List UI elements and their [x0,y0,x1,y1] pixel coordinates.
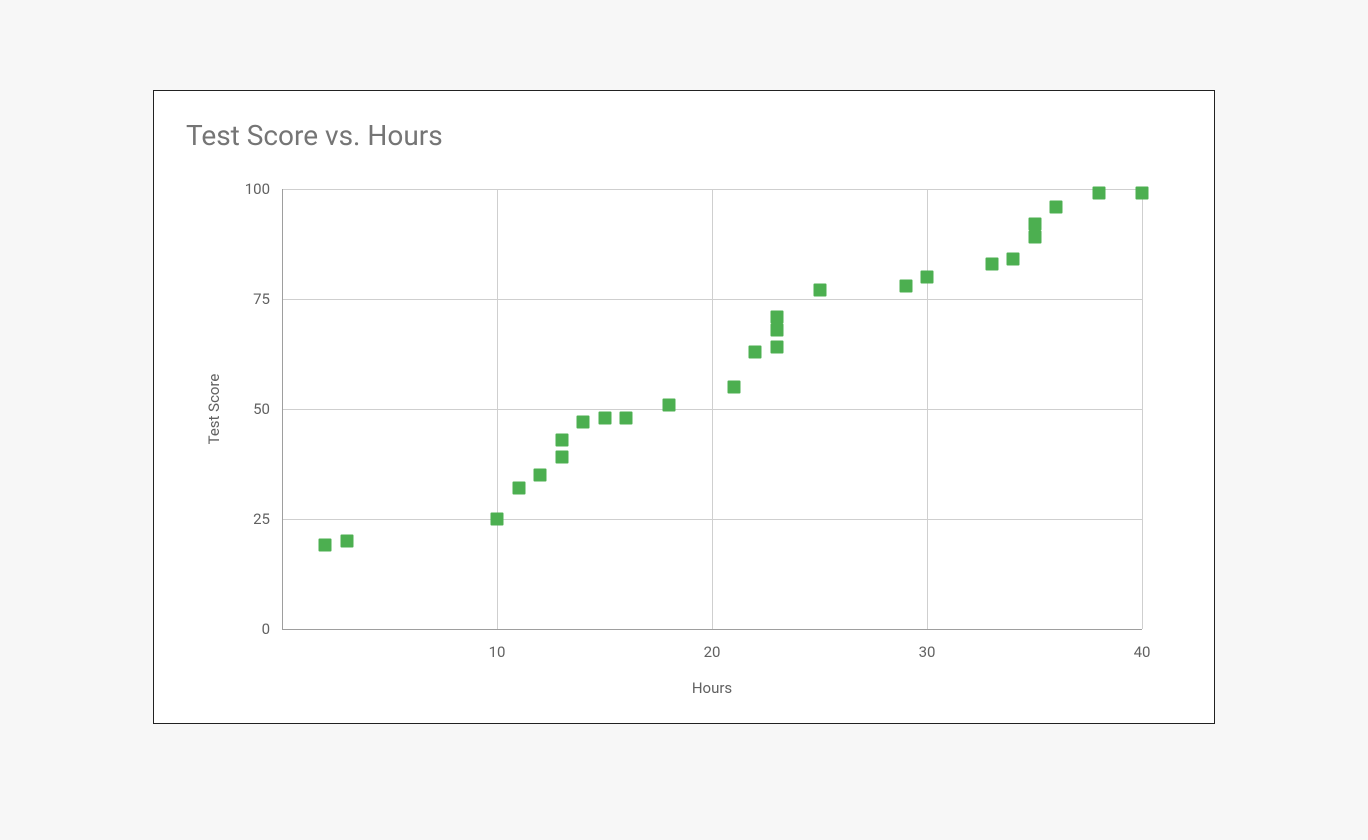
scatter-marker [1136,187,1149,200]
y-gridline [282,189,1142,190]
x-tick-label: 40 [1134,643,1151,661]
plot-wrap: Hours Test Score 102030400255075100 [282,189,1142,629]
scatter-marker [749,345,762,358]
scatter-marker [1007,253,1020,266]
scatter-marker [1028,218,1041,231]
x-axis-line [282,629,1142,630]
chart-card: Test Score vs. Hours Hours Test Score 10… [153,90,1215,724]
x-tick-label: 10 [489,643,506,661]
y-tick-label: 75 [230,290,270,308]
scatter-marker [813,284,826,297]
scatter-marker [534,469,547,482]
y-axis-line [282,189,283,629]
y-axis-label: Test Score [205,374,223,445]
x-gridline [1142,189,1143,629]
x-tick-label: 30 [919,643,936,661]
y-tick-label: 100 [230,180,270,198]
scatter-marker [770,323,783,336]
scatter-marker [727,381,740,394]
y-tick-label: 50 [230,400,270,418]
scatter-marker [663,398,676,411]
scatter-marker [1050,200,1063,213]
scatter-marker [985,257,998,270]
scatter-marker [598,411,611,424]
y-gridline [282,519,1142,520]
scatter-marker [319,539,332,552]
y-tick-label: 0 [230,620,270,638]
y-gridline [282,299,1142,300]
scatter-marker [555,433,568,446]
scatter-marker [899,279,912,292]
y-tick-label: 25 [230,510,270,528]
scatter-marker [1093,187,1106,200]
scatter-marker [340,535,353,548]
scatter-marker [770,310,783,323]
scatter-marker [577,416,590,429]
y-gridline [282,409,1142,410]
scatter-marker [1028,231,1041,244]
scatter-marker [555,451,568,464]
scatter-marker [512,482,525,495]
scatter-marker [620,411,633,424]
x-axis-label: Hours [692,679,732,697]
chart-title: Test Score vs. Hours [186,119,443,152]
scatter-marker [491,513,504,526]
x-tick-label: 20 [704,643,721,661]
scatter-marker [770,341,783,354]
scatter-marker [921,271,934,284]
plot-area [282,189,1142,629]
